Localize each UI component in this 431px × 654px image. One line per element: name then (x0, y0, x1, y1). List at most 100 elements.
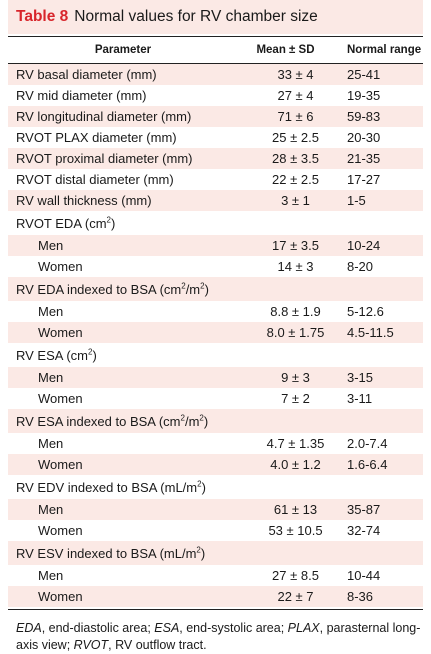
cell-parameter: RV EDA indexed to BSA (cm2/m2) (16, 281, 209, 297)
cell-mean-sd: 3 ± 1 (281, 193, 310, 208)
cell-parameter: RV EDV indexed to BSA (mL/m2) (16, 479, 206, 495)
cell-parameter: Men (38, 304, 64, 319)
cell-parameter: RV ESV indexed to BSA (mL/m2) (16, 545, 206, 561)
cell-mean-sd: 17 ± 3.5 (272, 238, 319, 253)
cell-normal-range: 4.5-11.5 (347, 325, 394, 340)
cell-normal-range: 21-35 (347, 151, 381, 166)
table-row: RV mid diameter (mm) 27 ± 4 19-35 (8, 85, 423, 106)
cell-mean-sd: 14 ± 3 (277, 259, 314, 274)
cell-normal-range: 2.0-7.4 (347, 436, 388, 451)
table-title-bar: Table 8 Normal values for RV chamber siz… (8, 0, 423, 34)
cell-mean-sd: 8.8 ± 1.9 (270, 304, 321, 319)
footnote-abbr: PLAX (287, 621, 320, 635)
cell-mean-sd: 22 ± 7 (277, 589, 314, 604)
cell-parameter: RV longitudinal diameter (mm) (16, 109, 192, 124)
table-header-row: Parameter Mean ± SD Normal range (8, 36, 423, 64)
table-row: RV longitudinal diameter (mm) 71 ± 6 59-83 (8, 106, 423, 127)
cell-normal-range: 5-12.6 (347, 304, 384, 319)
cell-normal-range: 8-36 (347, 589, 374, 604)
cell-mean-sd: 28 ± 3.5 (272, 151, 319, 166)
cell-parameter: Men (38, 568, 64, 583)
footnote-def: , RV outflow tract. (108, 638, 207, 652)
table-row: RV ESA (cm2) (8, 343, 423, 367)
cell-normal-range: 8-20 (347, 259, 374, 274)
cell-normal-range: 1.6-6.4 (347, 457, 388, 472)
footnote-def: , end-diastolic area; (41, 621, 155, 635)
header-parameter: Parameter (94, 44, 152, 56)
cell-parameter: Women (38, 523, 83, 538)
cell-parameter: RV ESA indexed to BSA (cm2/m2) (16, 413, 209, 429)
header-mean-sd: Mean ± SD (256, 44, 315, 56)
cell-mean-sd: 27 ± 8.5 (272, 568, 319, 583)
cell-parameter: RV basal diameter (mm) (16, 67, 157, 82)
cell-normal-range: 32-74 (347, 523, 381, 538)
table-row: RVOT distal diameter (mm) 22 ± 2.5 17-27 (8, 169, 423, 190)
cell-normal-range: 20-30 (347, 130, 381, 145)
table-row: Men 17 ± 3.5 10-24 (8, 235, 423, 256)
cell-parameter: RVOT distal diameter (mm) (16, 172, 174, 187)
cell-normal-range: 17-27 (347, 172, 381, 187)
cell-normal-range: 3-15 (347, 370, 374, 385)
table-row: RVOT EDA (cm2) (8, 211, 423, 235)
cell-mean-sd: 9 ± 3 (281, 370, 310, 385)
table-row: Women 22 ± 7 8-36 (8, 586, 423, 607)
table-label: Table 8 (16, 8, 69, 25)
cell-normal-range: 59-83 (347, 109, 381, 124)
table-row: RV ESA indexed to BSA (cm2/m2) (8, 409, 423, 433)
cell-parameter: Women (38, 325, 83, 340)
cell-parameter: Men (38, 370, 64, 385)
cell-parameter: Women (38, 457, 83, 472)
table-row: RV ESV indexed to BSA (mL/m2) (8, 541, 423, 565)
cell-parameter: Men (38, 238, 64, 253)
table-row: RV basal diameter (mm) 33 ± 4 25-41 (8, 64, 423, 85)
table-row: Women 8.0 ± 1.75 4.5-11.5 (8, 322, 423, 343)
table-row: Women 14 ± 3 8-20 (8, 256, 423, 277)
cell-parameter: RVOT EDA (cm2) (16, 215, 116, 231)
cell-mean-sd: 25 ± 2.5 (272, 130, 319, 145)
table-row: Men 61 ± 13 35-87 (8, 499, 423, 520)
table-row: Men 8.8 ± 1.9 5-12.6 (8, 301, 423, 322)
table-row: Women 53 ± 10.5 32-74 (8, 520, 423, 541)
table-row: Men 9 ± 3 3-15 (8, 367, 423, 388)
cell-mean-sd: 27 ± 4 (277, 88, 314, 103)
cell-parameter: RVOT PLAX diameter (mm) (16, 130, 177, 145)
table-title: Normal values for RV chamber size (74, 8, 318, 25)
table-bottom-rule (8, 609, 423, 610)
table-footnote: EDA, end-diastolic area; ESA, end-systol… (8, 610, 423, 654)
cell-mean-sd: 8.0 ± 1.75 (266, 325, 325, 340)
header-normal-range: Normal range (347, 44, 422, 56)
cell-normal-range: 35-87 (347, 502, 381, 517)
cell-normal-range: 10-44 (347, 568, 381, 583)
cell-mean-sd: 61 ± 13 (273, 502, 318, 517)
table-row: Men 27 ± 8.5 10-44 (8, 565, 423, 586)
cell-normal-range: 19-35 (347, 88, 381, 103)
table-row: RV wall thickness (mm) 3 ± 1 1-5 (8, 190, 423, 211)
cell-mean-sd: 22 ± 2.5 (272, 172, 319, 187)
cell-normal-range: 10-24 (347, 238, 381, 253)
table-frame: Table 8 Normal values for RV chamber siz… (8, 0, 423, 654)
table-row: Men 4.7 ± 1.35 2.0-7.4 (8, 433, 423, 454)
cell-mean-sd: 33 ± 4 (277, 67, 314, 82)
cell-parameter: RVOT proximal diameter (mm) (16, 151, 193, 166)
table-row: RV EDV indexed to BSA (mL/m2) (8, 475, 423, 499)
table-row: Women 7 ± 2 3-11 (8, 388, 423, 409)
cell-normal-range: 1-5 (347, 193, 366, 208)
cell-parameter: Women (38, 589, 83, 604)
cell-mean-sd: 7 ± 2 (281, 391, 310, 406)
cell-parameter: RV wall thickness (mm) (16, 193, 152, 208)
footnote-abbr: RVOT (73, 638, 109, 652)
table-row: Women 4.0 ± 1.2 1.6-6.4 (8, 454, 423, 475)
cell-mean-sd: 53 ± 10.5 (268, 523, 323, 538)
footnote-def: , end-systolic area; (179, 621, 288, 635)
cell-mean-sd: 4.7 ± 1.35 (266, 436, 325, 451)
footnote-abbr: ESA (154, 621, 180, 635)
footnote-abbr: EDA (16, 621, 42, 635)
table-row: RV EDA indexed to BSA (cm2/m2) (8, 277, 423, 301)
cell-mean-sd: 71 ± 6 (277, 109, 314, 124)
cell-normal-range: 25-41 (347, 67, 381, 82)
cell-parameter: Women (38, 391, 83, 406)
table-body: RV basal diameter (mm) 33 ± 4 25-41 RV mid … (8, 64, 423, 607)
cell-parameter: Men (38, 502, 64, 517)
table-row: RVOT proximal diameter (mm) 28 ± 3.5 21-35 (8, 148, 423, 169)
cell-parameter: Men (38, 436, 64, 451)
